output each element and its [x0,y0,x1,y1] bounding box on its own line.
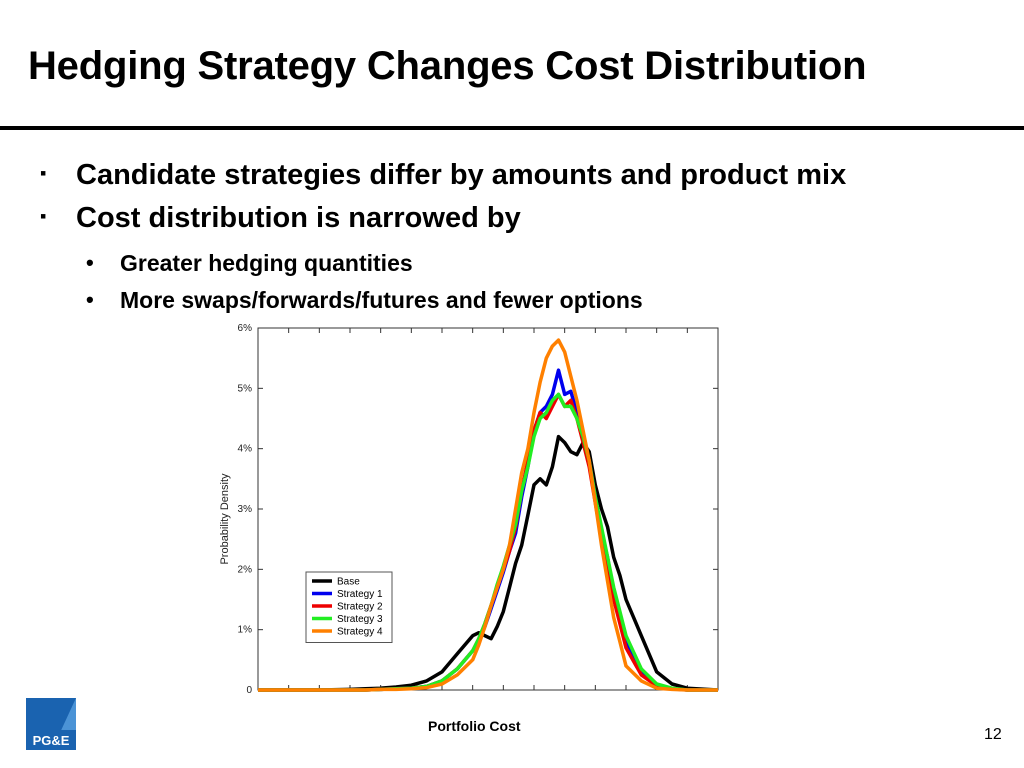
legend-entry: Strategy 4 [337,627,383,638]
square-bullet-icon: ▪ [40,163,47,183]
page-number: 12 [984,726,1002,743]
series-line-strategy-4 [258,338,718,692]
y-tick-label: 6% [238,323,253,334]
dot-bullet-icon: • [86,287,94,312]
dot-bullet-icon: • [86,250,94,275]
y-axis: 0 1% 2% 3% 4% 5% 6% [238,323,718,696]
title-divider [0,126,1024,130]
y-tick-label: 4% [238,444,253,455]
y-tick-label: 2% [238,564,253,575]
bullet-text: Cost distribution is narrowed by [76,202,521,234]
logo-text: PG&E [33,733,70,748]
pge-logo-icon: PG&E [26,698,76,750]
y-tick-label: 0 [246,685,252,696]
sub-bullet-text: More swaps/forwards/futures and fewer op… [120,287,643,313]
y-tick-label: 1% [238,625,253,636]
legend-entry: Base [337,577,360,588]
legend-entry: Strategy 1 [337,589,383,600]
sub-bullet-text: Greater hedging quantities [120,250,413,276]
series-line-base [258,434,719,692]
slide-title: Hedging Strategy Changes Cost Distributi… [28,44,867,88]
bullet-text: Candidate strategies differ by amounts a… [76,159,847,191]
legend-entry: Strategy 3 [337,614,383,625]
y-tick-label: 5% [238,383,253,394]
series-lines [258,338,719,692]
x-axis-label: Portfolio Cost [428,718,521,734]
square-bullet-icon: ▪ [40,206,47,226]
legend-entry: Strategy 2 [337,602,383,613]
y-axis-label: Probability Density [219,473,231,565]
y-tick-label: 3% [238,504,253,515]
